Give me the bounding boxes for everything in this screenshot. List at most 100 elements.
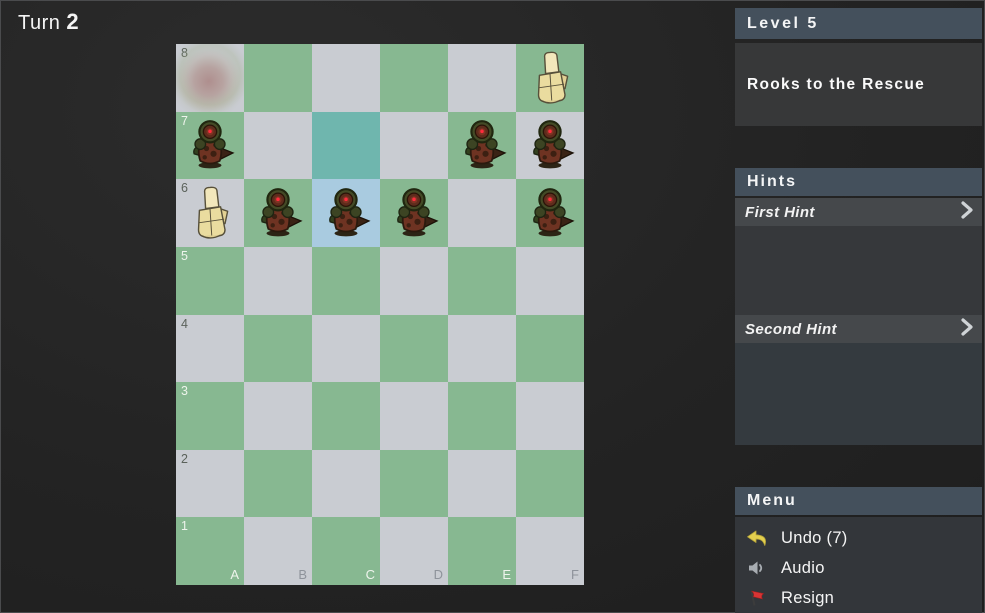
- menu-header: Menu: [735, 487, 982, 515]
- chess-board: 87654321ABCDEF: [176, 44, 584, 585]
- square-E7[interactable]: [448, 111, 516, 180]
- zombie-piece-icon[interactable]: [316, 183, 376, 243]
- column-label: A: [230, 567, 239, 582]
- square-B6[interactable]: [244, 179, 312, 247]
- row-label: 7: [181, 113, 188, 128]
- zombie-piece-icon[interactable]: [520, 183, 580, 243]
- square-C2[interactable]: [312, 449, 380, 518]
- column-label: D: [433, 567, 443, 582]
- square-C6[interactable]: [312, 179, 380, 247]
- zombie-piece-icon[interactable]: [248, 183, 308, 243]
- column-label: E: [502, 567, 511, 582]
- square-E6[interactable]: [448, 179, 516, 247]
- audio-button[interactable]: Audio: [745, 553, 982, 583]
- square-B2[interactable]: [244, 449, 312, 518]
- square-F6[interactable]: [516, 179, 584, 247]
- row-label: 5: [181, 248, 188, 263]
- level-title: Rooks to the Rescue: [747, 75, 926, 93]
- square-D7[interactable]: [380, 111, 448, 180]
- square-D5[interactable]: [380, 246, 448, 315]
- square-A4[interactable]: 4: [176, 314, 244, 383]
- resign-button[interactable]: Resign: [745, 583, 982, 613]
- zombie-piece-icon[interactable]: [452, 115, 512, 175]
- turn-number: 2: [66, 9, 80, 34]
- blood-smudge-decal: [176, 44, 244, 112]
- sidebar: Level 5 Rooks to the Rescue Hints First …: [735, 0, 982, 613]
- square-C3[interactable]: [312, 382, 380, 450]
- square-A5[interactable]: 5: [176, 246, 244, 315]
- square-B3[interactable]: [244, 382, 312, 450]
- square-B1[interactable]: B: [244, 517, 312, 585]
- level-title-panel: Rooks to the Rescue: [735, 43, 982, 126]
- square-F1[interactable]: F: [516, 517, 584, 585]
- square-B5[interactable]: [244, 246, 312, 315]
- resign-label: Resign: [781, 588, 835, 607]
- square-F3[interactable]: [516, 382, 584, 450]
- square-D3[interactable]: [380, 382, 448, 450]
- row-label: 1: [181, 519, 188, 534]
- turn-label: Turn: [18, 12, 61, 34]
- level-header: Level 5: [735, 8, 982, 39]
- square-E8[interactable]: [448, 44, 516, 112]
- square-D4[interactable]: [380, 314, 448, 383]
- square-A3[interactable]: 3: [176, 382, 244, 450]
- column-label: C: [365, 567, 375, 582]
- square-A7[interactable]: 7: [176, 111, 244, 180]
- second-hint-button[interactable]: Second Hint: [735, 315, 982, 343]
- audio-icon: [745, 558, 769, 578]
- menu-panel: Undo (7) Audio Resign: [735, 517, 982, 613]
- square-A6[interactable]: 6: [176, 179, 244, 247]
- square-B8[interactable]: [244, 44, 312, 112]
- square-B4[interactable]: [244, 314, 312, 383]
- chevron-right-icon: [960, 200, 974, 224]
- square-E1[interactable]: E: [448, 517, 516, 585]
- row-label: 2: [181, 451, 188, 466]
- first-hint-content-panel: [735, 226, 982, 315]
- square-E3[interactable]: [448, 382, 516, 450]
- square-A2[interactable]: 2: [176, 449, 244, 518]
- square-D1[interactable]: D: [380, 517, 448, 585]
- square-E4[interactable]: [448, 314, 516, 383]
- square-D6[interactable]: [380, 179, 448, 247]
- audio-label: Audio: [781, 558, 825, 577]
- rook-piece-icon[interactable]: [520, 48, 580, 108]
- column-label: F: [571, 567, 579, 582]
- undo-icon: [745, 528, 769, 548]
- zombie-piece-icon[interactable]: [180, 115, 240, 175]
- zombie-piece-icon[interactable]: [384, 183, 444, 243]
- first-hint-button[interactable]: First Hint: [735, 198, 982, 226]
- undo-label: Undo (7): [781, 528, 848, 547]
- turn-indicator: Turn 2: [18, 9, 79, 35]
- square-F5[interactable]: [516, 246, 584, 315]
- square-E2[interactable]: [448, 449, 516, 518]
- chevron-right-icon: [960, 317, 974, 341]
- row-label: 4: [181, 316, 188, 331]
- second-hint-content-panel: [735, 343, 982, 445]
- row-label: 3: [181, 384, 188, 399]
- first-hint-label: First Hint: [745, 203, 815, 221]
- rook-piece-icon[interactable]: [180, 183, 240, 243]
- second-hint-label: Second Hint: [745, 320, 837, 338]
- square-C8[interactable]: [312, 44, 380, 112]
- square-C7[interactable]: [312, 111, 380, 180]
- square-F7[interactable]: [516, 111, 584, 180]
- square-D8[interactable]: [380, 44, 448, 112]
- square-F2[interactable]: [516, 449, 584, 518]
- square-C4[interactable]: [312, 314, 380, 383]
- square-B7[interactable]: [244, 111, 312, 180]
- undo-button[interactable]: Undo (7): [745, 523, 982, 553]
- hints-header: Hints: [735, 168, 982, 196]
- resign-flag-icon: [745, 588, 769, 608]
- square-D2[interactable]: [380, 449, 448, 518]
- square-F8[interactable]: [516, 44, 584, 112]
- square-E5[interactable]: [448, 246, 516, 315]
- square-C1[interactable]: C: [312, 517, 380, 585]
- zombie-piece-icon[interactable]: [520, 115, 580, 175]
- square-A8[interactable]: 8: [176, 44, 244, 112]
- square-F4[interactable]: [516, 314, 584, 383]
- column-label: B: [298, 567, 307, 582]
- square-C5[interactable]: [312, 246, 380, 315]
- row-label: 6: [181, 181, 188, 196]
